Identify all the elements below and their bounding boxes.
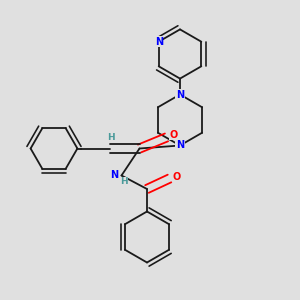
Text: H: H <box>107 133 115 142</box>
Text: N: N <box>176 89 184 100</box>
Text: N: N <box>154 37 163 47</box>
Text: N: N <box>110 170 118 181</box>
Text: O: O <box>170 130 178 140</box>
Text: N: N <box>176 140 184 151</box>
Text: H: H <box>120 177 128 186</box>
Text: O: O <box>173 172 181 182</box>
